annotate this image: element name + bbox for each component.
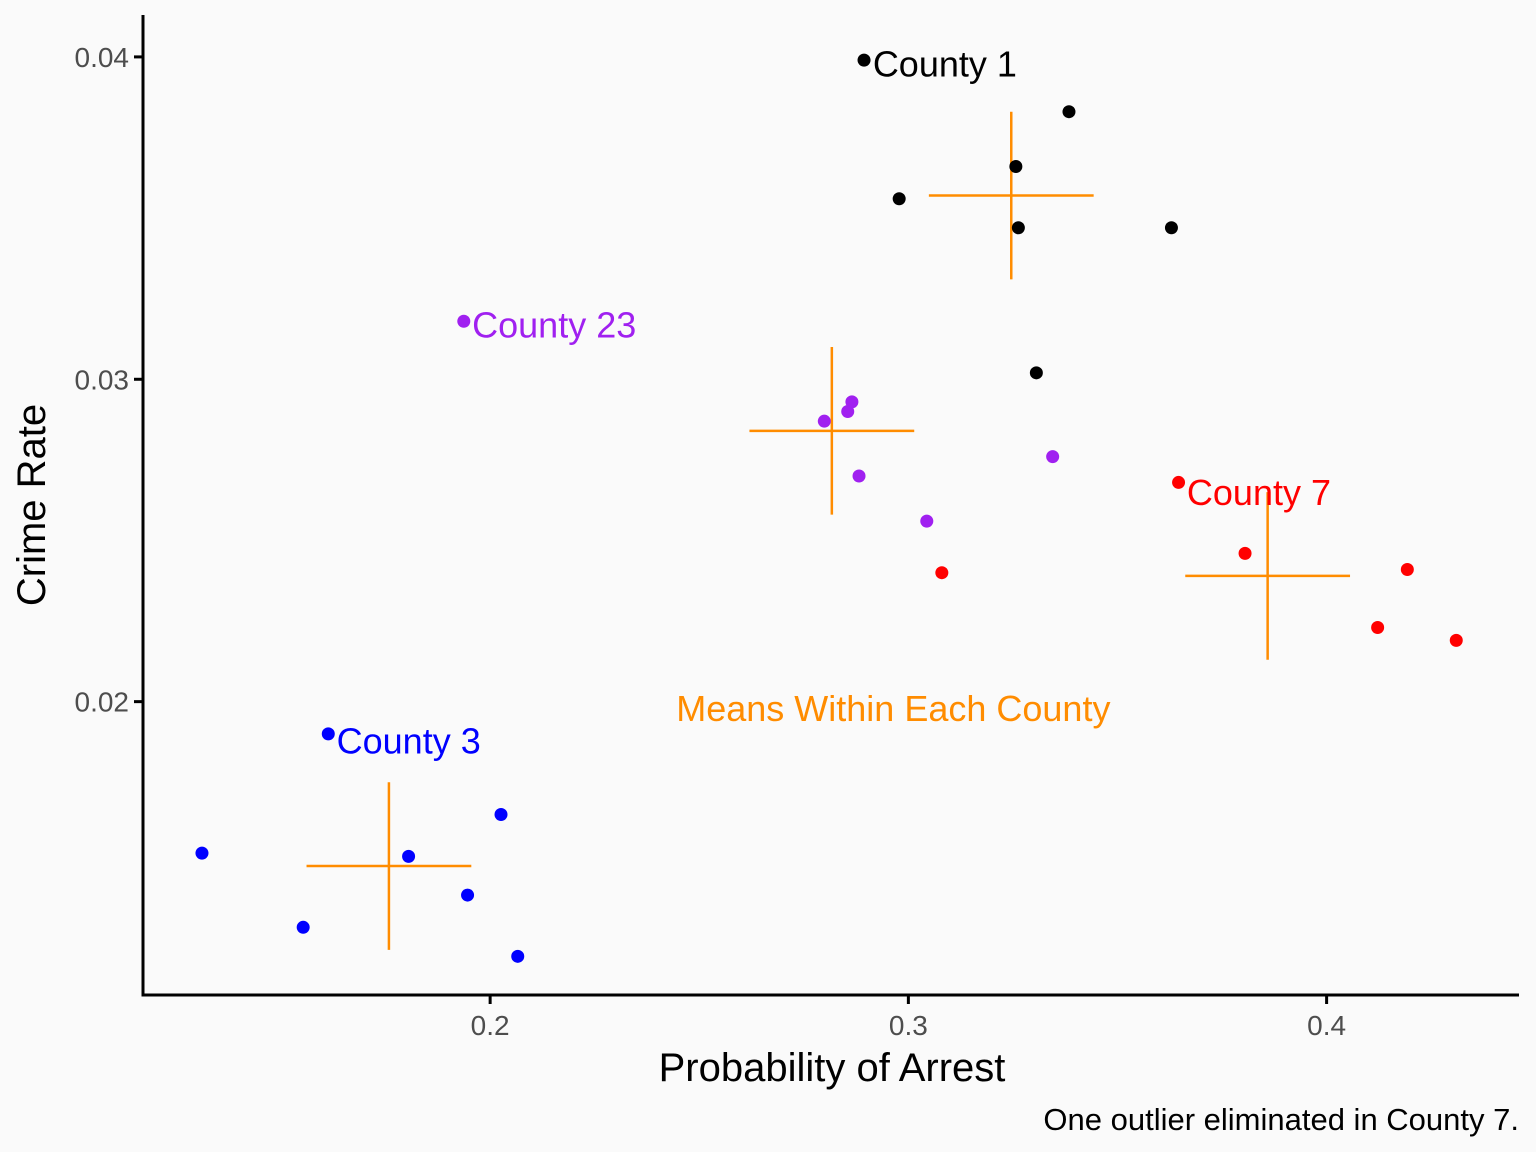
data-point [1011,221,1025,235]
y-axis-ticks: 0.02 0.03 0.04 [75,42,143,718]
data-point [920,514,934,528]
data-point [1400,562,1414,576]
data-point [1046,450,1060,464]
x-tick-label: 0.4 [1307,1010,1346,1041]
series-label: County 1 [873,43,1017,84]
x-axis-title: Probability of Arrest [659,1046,1006,1090]
data-point [511,949,525,963]
data-point [1062,105,1076,119]
data-point [195,846,209,860]
means-annotation: Means Within Each County [676,688,1110,729]
axes: 0.2 0.3 0.4 0.02 0.03 0.04 [75,15,1519,1041]
y-tick-label: 0.02 [75,687,130,718]
data-point [841,405,855,419]
x-tick-label: 0.2 [471,1010,510,1041]
series-label: County 3 [337,720,481,761]
series-labels: County 1 County 23 County 7 County 3 [337,43,1331,761]
data-point [935,566,949,580]
x-tick-label: 0.3 [889,1010,928,1041]
data-point [852,469,866,483]
data-point [296,920,310,934]
y-tick-label: 0.04 [75,42,130,73]
data-point [892,192,906,206]
data-point [494,807,508,821]
data-point [461,888,475,902]
data-points [195,53,1463,963]
data-point [857,53,871,67]
x-axis-ticks: 0.2 0.3 0.4 [471,995,1346,1041]
county-mean-markers [306,111,1351,950]
data-point [1238,546,1252,560]
data-point [1449,633,1463,647]
data-point [402,849,416,863]
data-point [321,727,335,741]
data-point [1172,475,1186,489]
data-point [817,414,831,428]
data-point [1009,160,1023,174]
data-point [1164,221,1178,235]
y-axis-title: Crime Rate [10,404,54,606]
data-point [1029,366,1043,380]
data-point [1371,621,1385,634]
series-label: County 7 [1187,472,1331,513]
y-tick-label: 0.03 [75,364,130,395]
series-label: County 23 [472,304,636,345]
chart-caption: One outlier eliminated in County 7. [1043,1102,1519,1137]
data-point [457,314,471,328]
